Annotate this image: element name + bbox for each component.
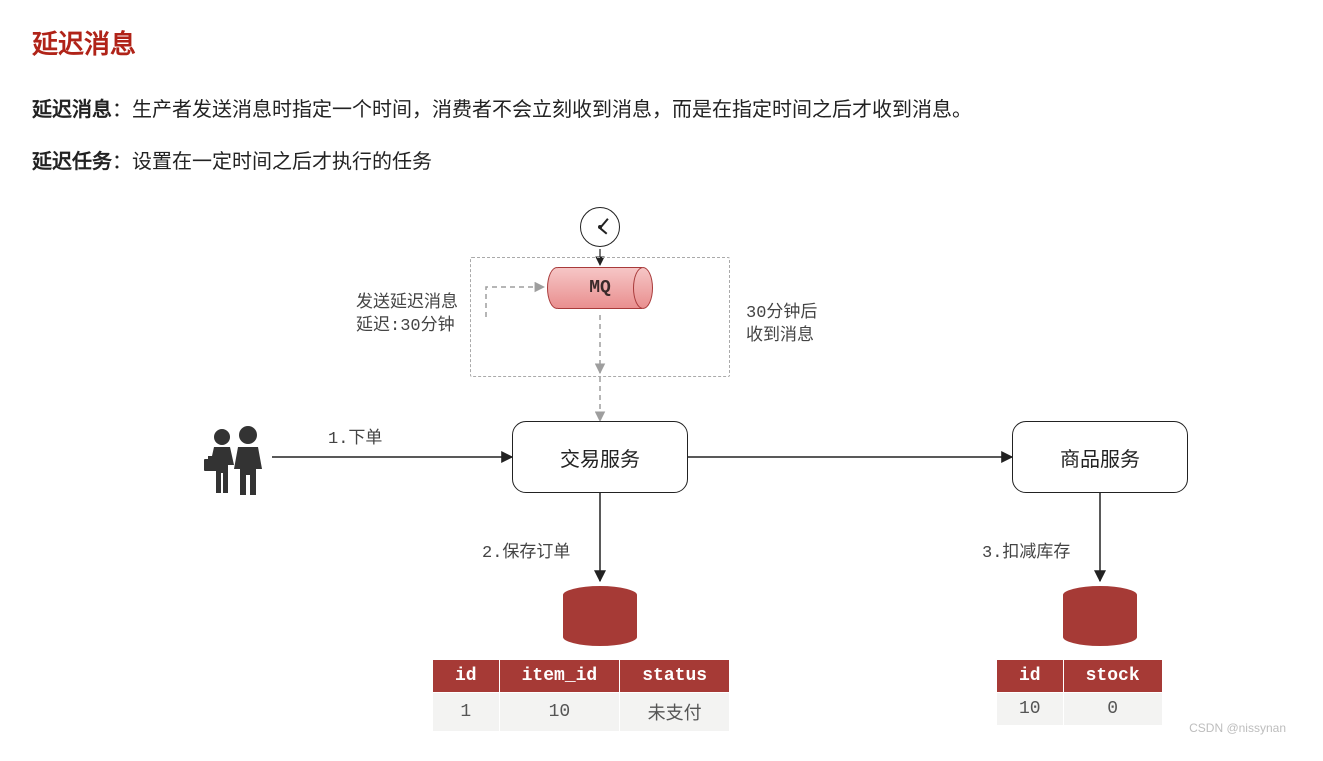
term: 延迟消息 [32, 99, 112, 121]
col-status: status [620, 660, 730, 693]
page-title: 延迟消息 [32, 24, 1291, 61]
label-save-order: 2.保存订单 [482, 543, 570, 566]
table-row: 10 0 [997, 693, 1163, 726]
definition-delay-task: 延迟任务：设置在一定时间之后才执行的任务 [32, 145, 1291, 179]
clock-icon [580, 207, 620, 247]
cell: 1 [433, 693, 500, 732]
term: 延迟任务 [32, 151, 112, 173]
label-order: 1.下单 [328, 429, 382, 452]
table-header-row: id stock [997, 660, 1163, 693]
cell: 0 [1063, 693, 1162, 726]
mq-node: MQ [548, 267, 652, 309]
cell: 10 [997, 693, 1064, 726]
label-recv-delay: 30分钟后 收到消息 [746, 303, 817, 349]
node-label: 交易服务 [560, 443, 640, 472]
col-stock: stock [1063, 660, 1162, 693]
table-header-row: id item_id status [433, 660, 730, 693]
database-icon [1060, 585, 1140, 652]
orders-table: id item_id status 1 10 未支付 [432, 659, 730, 732]
col-id: id [997, 660, 1064, 693]
database-icon [560, 585, 640, 652]
stock-table: id stock 10 0 [996, 659, 1163, 726]
cell: 10 [499, 693, 620, 732]
node-label: 商品服务 [1060, 443, 1140, 472]
users-icon [202, 425, 270, 502]
label-send-delay: 发送延迟消息 延迟:30分钟 [356, 293, 458, 339]
mq-label: MQ [558, 267, 642, 309]
cell: 未支付 [620, 693, 730, 732]
definition-body: 设置在一定时间之后才执行的任务 [132, 151, 432, 173]
definition-body: 生产者发送消息时指定一个时间，消费者不会立刻收到消息，而是在指定时间之后才收到消… [132, 99, 972, 121]
table-row: 1 10 未支付 [433, 693, 730, 732]
watermark: CSDN @nissynan [1189, 721, 1286, 735]
label-dec-stock: 3.扣减库存 [982, 543, 1070, 566]
diagram: MQ 交易服务 商品服务 1.下单 发送延迟消息 延迟:30分钟 30分钟后 收… [32, 197, 1292, 737]
col-item-id: item_id [499, 660, 620, 693]
col-id: id [433, 660, 500, 693]
goods-service-node: 商品服务 [1012, 421, 1188, 493]
definition-delay-message: 延迟消息：生产者发送消息时指定一个时间，消费者不会立刻收到消息，而是在指定时间之… [32, 93, 1291, 127]
trade-service-node: 交易服务 [512, 421, 688, 493]
